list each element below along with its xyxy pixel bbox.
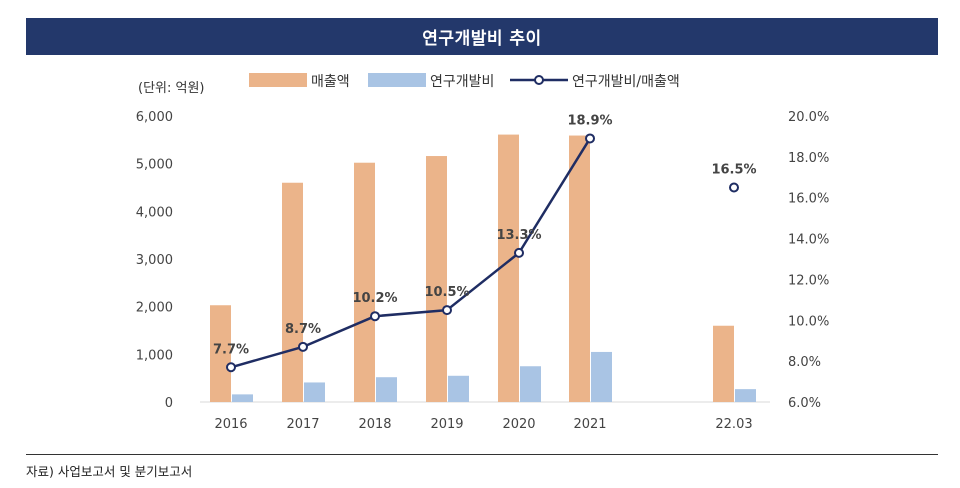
bar-sales (498, 134, 519, 402)
bar-sales (713, 325, 734, 402)
bar-rnd (376, 377, 397, 402)
bar-rnd (591, 351, 612, 402)
y-left-tick-label: 1,000 (136, 348, 173, 363)
ratio-point (442, 305, 452, 316)
y-right-tick-label: 20.0% (788, 110, 829, 125)
y-right-tick-label: 12.0% (788, 273, 829, 288)
bar-sales (569, 135, 590, 402)
chart-title: 연구개발비 추이 (422, 29, 542, 49)
bar-rnd (232, 394, 253, 402)
x-tick-label: 2016 (214, 417, 247, 432)
ratio-point (226, 362, 236, 373)
x-tick-label: 2020 (502, 417, 535, 432)
bar-rnd (735, 389, 756, 402)
y-left-axis: 0 1,000 2,000 3,000 4,000 5,000 6,000 (136, 110, 173, 411)
legend-label-sales: 매출액 (311, 74, 350, 90)
ratio-data-label: 10.5% (424, 285, 469, 300)
x-axis: 2016 2017 2018 2019 2020 2021 22.03 (214, 417, 752, 432)
legend-label-ratio: 연구개발비/매출액 (572, 74, 680, 90)
y-right-axis: 6.0% 8.0% 10.0% 12.0% 14.0% 16.0% 18.0% 20.0% (788, 110, 829, 411)
legend: (단위: 억원) 매출액 연구개발비 연구개발비/매출액 (138, 73, 680, 96)
y-left-tick-label: 2,000 (136, 301, 173, 316)
y-right-tick-label: 10.0% (788, 314, 829, 329)
y-left-tick-label: 0 (165, 396, 173, 411)
ratio-data-label: 10.2% (352, 291, 397, 306)
ratio-point (514, 247, 524, 258)
x-tick-label: 22.03 (715, 417, 752, 432)
ratio-data-label: 13.3% (496, 228, 541, 243)
y-right-tick-label: 6.0% (788, 396, 821, 411)
legend-label-rnd: 연구개발비 (430, 74, 494, 90)
x-tick-label: 2018 (358, 417, 391, 432)
chart-title-bar: 연구개발비 추이 (26, 18, 938, 55)
ratio-point (298, 341, 308, 352)
y-left-tick-label: 3,000 (136, 253, 173, 268)
legend-marker-ratio (534, 75, 544, 85)
ratio-line (230, 137, 592, 369)
ratio-line-layer: 7.7% 8.7% 10.2% 10.5% 13.3% 18.9% 16.5% (213, 113, 757, 373)
y-left-tick-label: 4,000 (136, 205, 173, 220)
ratio-point (729, 182, 739, 193)
bar-sales (426, 156, 447, 402)
legend-swatch-sales (249, 73, 307, 87)
ratio-data-label: 7.7% (213, 342, 249, 357)
unit-label: (단위: 억원) (138, 81, 205, 96)
ratio-data-label: 8.7% (285, 322, 321, 337)
y-left-tick-label: 6,000 (136, 110, 173, 125)
legend-swatch-rnd (368, 73, 426, 87)
y-right-tick-label: 14.0% (788, 233, 829, 248)
y-right-tick-label: 16.0% (788, 192, 829, 207)
source-note: 자료) 사업보고서 및 분기보고서 (26, 464, 193, 479)
ratio-point (370, 311, 380, 322)
x-tick-label: 2019 (430, 417, 463, 432)
y-left-tick-label: 5,000 (136, 158, 173, 173)
x-tick-label: 2017 (286, 417, 319, 432)
ratio-data-label: 18.9% (567, 113, 612, 128)
bar-sales (354, 162, 375, 402)
y-right-tick-label: 18.0% (788, 151, 829, 166)
x-tick-label: 2021 (573, 417, 606, 432)
bar-rnd (448, 375, 469, 402)
ratio-point (585, 133, 595, 144)
bar-sales (282, 182, 303, 402)
y-right-tick-label: 8.0% (788, 355, 821, 370)
bar-sales (210, 305, 231, 402)
ratio-data-label: 16.5% (711, 163, 756, 178)
bars (210, 134, 756, 402)
bar-rnd (304, 382, 325, 402)
bottom-divider (26, 454, 938, 455)
bar-rnd (520, 366, 541, 402)
